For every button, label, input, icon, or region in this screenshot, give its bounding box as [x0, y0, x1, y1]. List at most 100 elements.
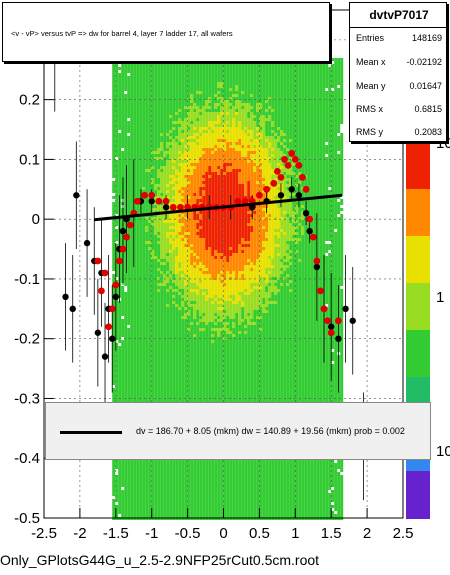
density-cell: [160, 79, 164, 82]
density-cell: [142, 358, 146, 361]
density-cell: [190, 367, 194, 370]
density-cell: [142, 298, 146, 301]
density-cell: [175, 349, 179, 352]
density-cell: [166, 496, 170, 499]
density-cell: [127, 286, 131, 289]
density-cell: [202, 286, 206, 289]
density-cell: [154, 262, 158, 265]
density-cell: [169, 304, 173, 307]
density-cell: [112, 229, 116, 232]
density-cell: [139, 391, 143, 394]
density-cell: [199, 139, 203, 142]
density-cell: [157, 217, 161, 220]
density-cell: [175, 394, 179, 397]
density-cell: [193, 463, 197, 466]
density-cell: [160, 187, 164, 190]
density-cell: [208, 196, 212, 199]
density-cell: [181, 358, 185, 361]
density-cell: [154, 484, 158, 487]
density-cell: [166, 313, 170, 316]
density-cell: [130, 187, 134, 190]
density-cell: [136, 133, 140, 136]
density-cell: [133, 349, 137, 352]
density-cell: [160, 247, 164, 250]
density-cell: [166, 373, 170, 376]
density-cell: [136, 349, 140, 352]
density-cell: [154, 148, 158, 151]
density-cell: [145, 253, 149, 256]
density-cell: [208, 109, 212, 112]
density-cell: [184, 211, 188, 214]
density-cell: [136, 487, 140, 490]
density-cell: [169, 178, 173, 181]
density-cell: [142, 142, 146, 145]
density-cell: [193, 202, 197, 205]
density-cell: [199, 355, 203, 358]
density-cell: [172, 94, 176, 97]
density-cell: [205, 151, 209, 154]
density-cell: [199, 253, 203, 256]
density-cell: [199, 88, 203, 91]
density-cell: [139, 325, 143, 328]
density-cell: [199, 391, 203, 394]
density-cell: [136, 112, 140, 115]
density-cell: [178, 226, 182, 229]
density-cell: [202, 190, 206, 193]
density-cell: [178, 307, 182, 310]
density-cell: [172, 82, 176, 85]
density-cell: [151, 130, 155, 133]
density-cell: [202, 142, 206, 145]
density-cell: [187, 346, 191, 349]
density-cell: [187, 289, 191, 292]
density-cell: [154, 499, 158, 502]
density-cell: [202, 97, 206, 100]
density-cell: [196, 181, 200, 184]
density-cell: [136, 307, 140, 310]
density-cell: [142, 250, 146, 253]
density-cell: [118, 472, 122, 475]
density-cell: [190, 262, 194, 265]
density-cell: [181, 214, 185, 217]
density-cell: [127, 124, 131, 127]
density-cell: [139, 244, 143, 247]
density-cell: [118, 190, 122, 193]
density-cell: [148, 364, 152, 367]
density-cell: [160, 109, 164, 112]
density-cell: [190, 250, 194, 253]
density-cell: [169, 472, 173, 475]
density-cell: [193, 247, 197, 250]
density-cell: [154, 67, 158, 70]
density-cell: [130, 262, 134, 265]
density-cell: [196, 136, 200, 139]
density-cell: [199, 400, 203, 403]
density-cell: [202, 241, 206, 244]
density-cell: [142, 343, 146, 346]
density-cell: [145, 496, 149, 499]
density-cell: [169, 340, 173, 343]
density-cell: [118, 187, 122, 190]
density-cell: [133, 313, 137, 316]
density-cell: [205, 370, 209, 373]
density-cell: [190, 103, 194, 106]
density-cell: [169, 469, 173, 472]
density-cell: [175, 106, 179, 109]
density-cell: [199, 298, 203, 301]
density-cell: [196, 229, 200, 232]
density-cell: [178, 364, 182, 367]
density-cell: [166, 310, 170, 313]
density-cell: [133, 481, 137, 484]
density-cell: [163, 241, 167, 244]
density-cell: [187, 76, 191, 79]
density-cell: [124, 481, 128, 484]
density-cell: [163, 178, 167, 181]
density-cell: [166, 235, 170, 238]
density-cell: [151, 217, 155, 220]
density-cell: [163, 358, 167, 361]
density-cell: [136, 274, 140, 277]
density-cell: [130, 499, 134, 502]
density-cell: [208, 139, 212, 142]
density-cell: [148, 400, 152, 403]
density-cell: [124, 280, 128, 283]
density-cell: [136, 382, 140, 385]
density-cell: [139, 346, 143, 349]
